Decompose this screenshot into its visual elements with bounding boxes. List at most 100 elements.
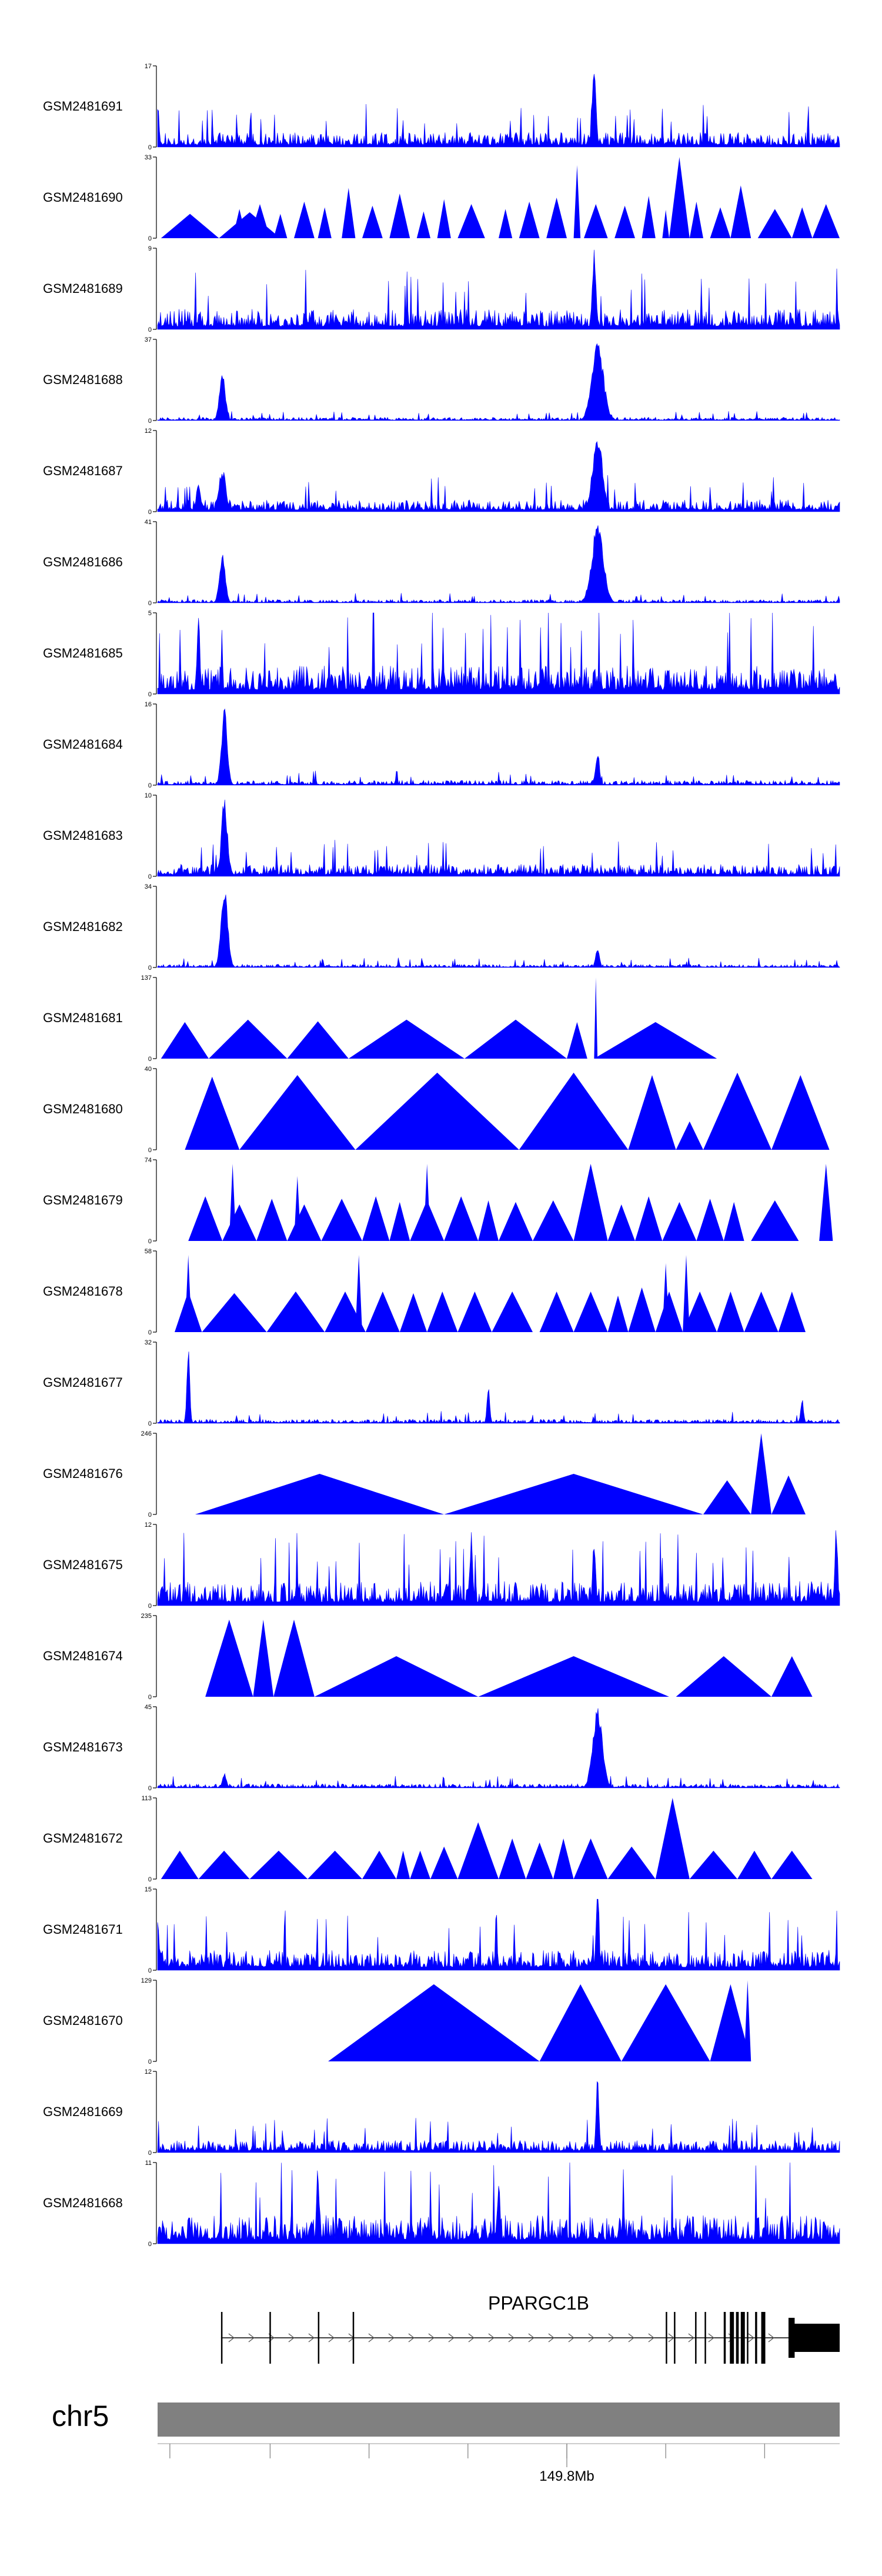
track-GSM2481684: GSM2481684 16 0 (43, 701, 840, 789)
track-label: GSM2481671 (43, 1922, 123, 1937)
signal-peak (614, 205, 635, 238)
track-GSM2481680: GSM2481680 40 0 (43, 1066, 830, 1154)
exon (761, 2312, 766, 2364)
strand-arrow (608, 2333, 614, 2343)
track-GSM2481670: GSM2481670 129 0 (43, 1977, 751, 2066)
signal-area (157, 1352, 840, 1424)
signal-peak (318, 207, 332, 238)
y-max-label: 45 (145, 1704, 152, 1711)
y-min-label: 0 (148, 1603, 152, 1610)
exon (723, 2312, 726, 2364)
signal-peak (539, 1292, 574, 1332)
signal-peak (195, 1474, 445, 1514)
signal-peak (710, 207, 731, 238)
exon (220, 2312, 223, 2364)
signal-peak (362, 1850, 396, 1879)
signal-peak (757, 209, 792, 238)
y-max-label: 16 (145, 701, 152, 708)
signal-peak (427, 1292, 458, 1332)
exon (695, 2312, 697, 2364)
y-min-label: 0 (148, 2241, 152, 2248)
strand-arrow (548, 2333, 554, 2343)
track-label: GSM2481670 (43, 2013, 123, 2028)
signal-peak (519, 201, 540, 238)
track-label: GSM2481689 (43, 281, 123, 296)
signal-area (157, 441, 840, 512)
exon (704, 2312, 706, 2364)
signal-peak (198, 1850, 250, 1879)
exon (736, 2312, 739, 2364)
signal-peak (607, 1295, 629, 1332)
signal-peak (355, 1254, 362, 1332)
track-GSM2481688: GSM2481688 37 0 (43, 336, 840, 425)
strand-arrow (748, 2333, 754, 2343)
signal-peak (730, 185, 751, 238)
track-label: GSM2481687 (43, 463, 123, 478)
signal-peak (662, 1263, 669, 1332)
signal-peak (689, 201, 703, 238)
y-max-label: 15 (145, 1886, 152, 1893)
track-GSM2481675: GSM2481675 12 0 (43, 1521, 840, 1610)
signal-peak (689, 1850, 737, 1879)
signal-area (157, 708, 840, 786)
track-GSM2481672: GSM2481672 113 0 (43, 1795, 813, 1883)
signal-peak (362, 1196, 390, 1241)
signal-peak (621, 1984, 710, 2061)
y-min-label: 0 (148, 1785, 152, 1792)
signal-peak (478, 1200, 499, 1241)
signal-peak (423, 1163, 430, 1241)
strand-arrow (648, 2333, 654, 2343)
signal-area (157, 1708, 840, 1788)
y-min-label: 0 (148, 326, 152, 333)
signal-peak (526, 1842, 553, 1879)
signal-area (157, 2081, 840, 2153)
y-max-label: 5 (148, 610, 152, 617)
track-label: GSM2481677 (43, 1375, 123, 1390)
track-label: GSM2481673 (43, 1740, 123, 1754)
signal-peak (499, 1202, 533, 1241)
strand-arrow (588, 2333, 594, 2343)
track-GSM2481691: GSM2481691 17 0 (43, 63, 840, 151)
signal-peak (812, 204, 840, 238)
signal-peak (287, 1021, 349, 1059)
signal-peak (266, 1292, 325, 1332)
signal-peak (642, 196, 656, 238)
track-GSM2481679: GSM2481679 74 0 (43, 1157, 833, 1245)
strand-arrow (488, 2333, 495, 2343)
track-label: GSM2481686 (43, 555, 123, 569)
signal-peak (287, 1204, 322, 1241)
y-min-label: 0 (148, 2058, 152, 2066)
strand-arrow (568, 2333, 574, 2343)
track-label: GSM2481675 (43, 1557, 123, 1572)
y-max-label: 12 (145, 428, 152, 435)
signal-peak (314, 1656, 479, 1697)
signal-peak (342, 188, 356, 238)
chromosome-label: chr5 (52, 2400, 109, 2432)
signal-peak (219, 212, 280, 238)
track-GSM2481674: GSM2481674 235 0 (43, 1613, 813, 1701)
signal-peak (232, 209, 246, 238)
track-label: GSM2481684 (43, 737, 123, 752)
signal-peak (717, 1292, 744, 1332)
signal-peak (308, 1850, 362, 1879)
y-max-label: 246 (141, 1430, 152, 1437)
y-min-label: 0 (148, 1511, 152, 1519)
y-max-label: 12 (145, 1521, 152, 1529)
track-label: GSM2481668 (43, 2195, 123, 2210)
signal-peak (478, 1656, 669, 1697)
y-min-label: 0 (148, 1694, 152, 1701)
y-max-label: 37 (145, 336, 152, 343)
signal-peak (389, 1202, 410, 1241)
track-label: GSM2481683 (43, 828, 123, 843)
signal-peak (410, 1850, 430, 1879)
y-min-label: 0 (148, 691, 152, 698)
signal-peak (546, 198, 567, 238)
signal-peak (662, 1202, 697, 1241)
signal-peak (416, 211, 430, 238)
signal-peak (676, 1121, 703, 1150)
signal-area (157, 343, 840, 421)
y-min-label: 0 (148, 1967, 152, 1974)
y-min-label: 0 (148, 144, 152, 151)
y-min-label: 0 (148, 1056, 152, 1063)
